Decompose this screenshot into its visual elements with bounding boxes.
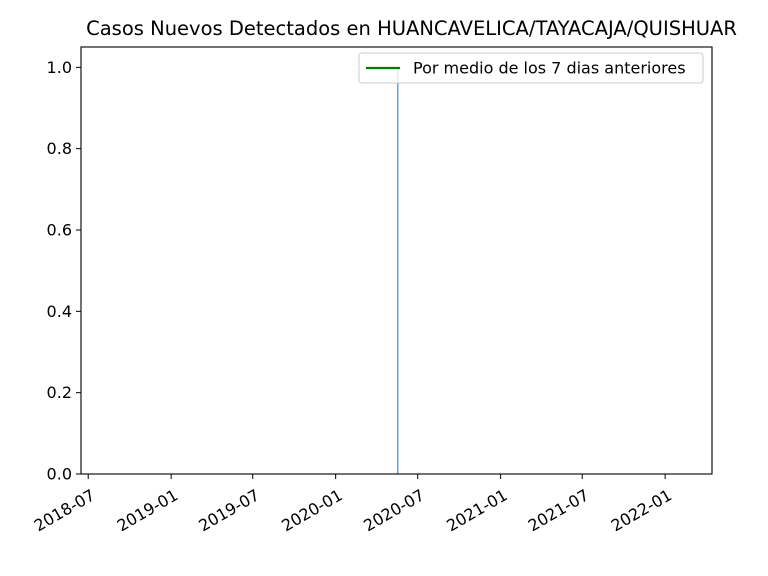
bars-layer: [397, 67, 399, 474]
y-tick-label-2: 0.4: [47, 302, 72, 321]
x-tick-label-1: 2019-01: [114, 485, 181, 535]
chart-title: Casos Nuevos Detectados en HUANCAVELICA/…: [86, 17, 737, 40]
legend-box: [358, 52, 704, 84]
axes-frame: [80, 46, 713, 475]
x-tick-label-0: 2018-07: [31, 485, 98, 535]
x-tick-label-6: 2021-07: [525, 485, 592, 535]
bar-0: [397, 67, 399, 474]
y-tick-label-5: 1.0: [47, 58, 72, 77]
legend-label: Por medio de los 7 dias anteriores: [413, 59, 686, 78]
y-tick-label-1: 0.2: [47, 383, 72, 402]
x-tick-label-3: 2020-01: [278, 485, 345, 535]
x-tick-label-2: 2019-07: [195, 485, 262, 535]
x-tick-label-7: 2022-01: [608, 485, 675, 535]
y-tick-label-3: 0.6: [47, 221, 72, 240]
y-axis-ticks: 0.0 0.2 0.4 0.6 0.8 1.0: [47, 58, 81, 484]
x-tick-label-4: 2020-07: [360, 485, 427, 535]
legend: Por medio de los 7 dias anteriores: [358, 52, 704, 84]
x-tick-label-5: 2021-01: [443, 485, 510, 535]
x-axis-ticks: 2018-07 2019-01 2019-07 2020-01 2020-07 2021-…: [31, 474, 675, 535]
y-tick-label-4: 0.8: [47, 139, 72, 158]
y-tick-label-0: 0.0: [47, 465, 72, 484]
